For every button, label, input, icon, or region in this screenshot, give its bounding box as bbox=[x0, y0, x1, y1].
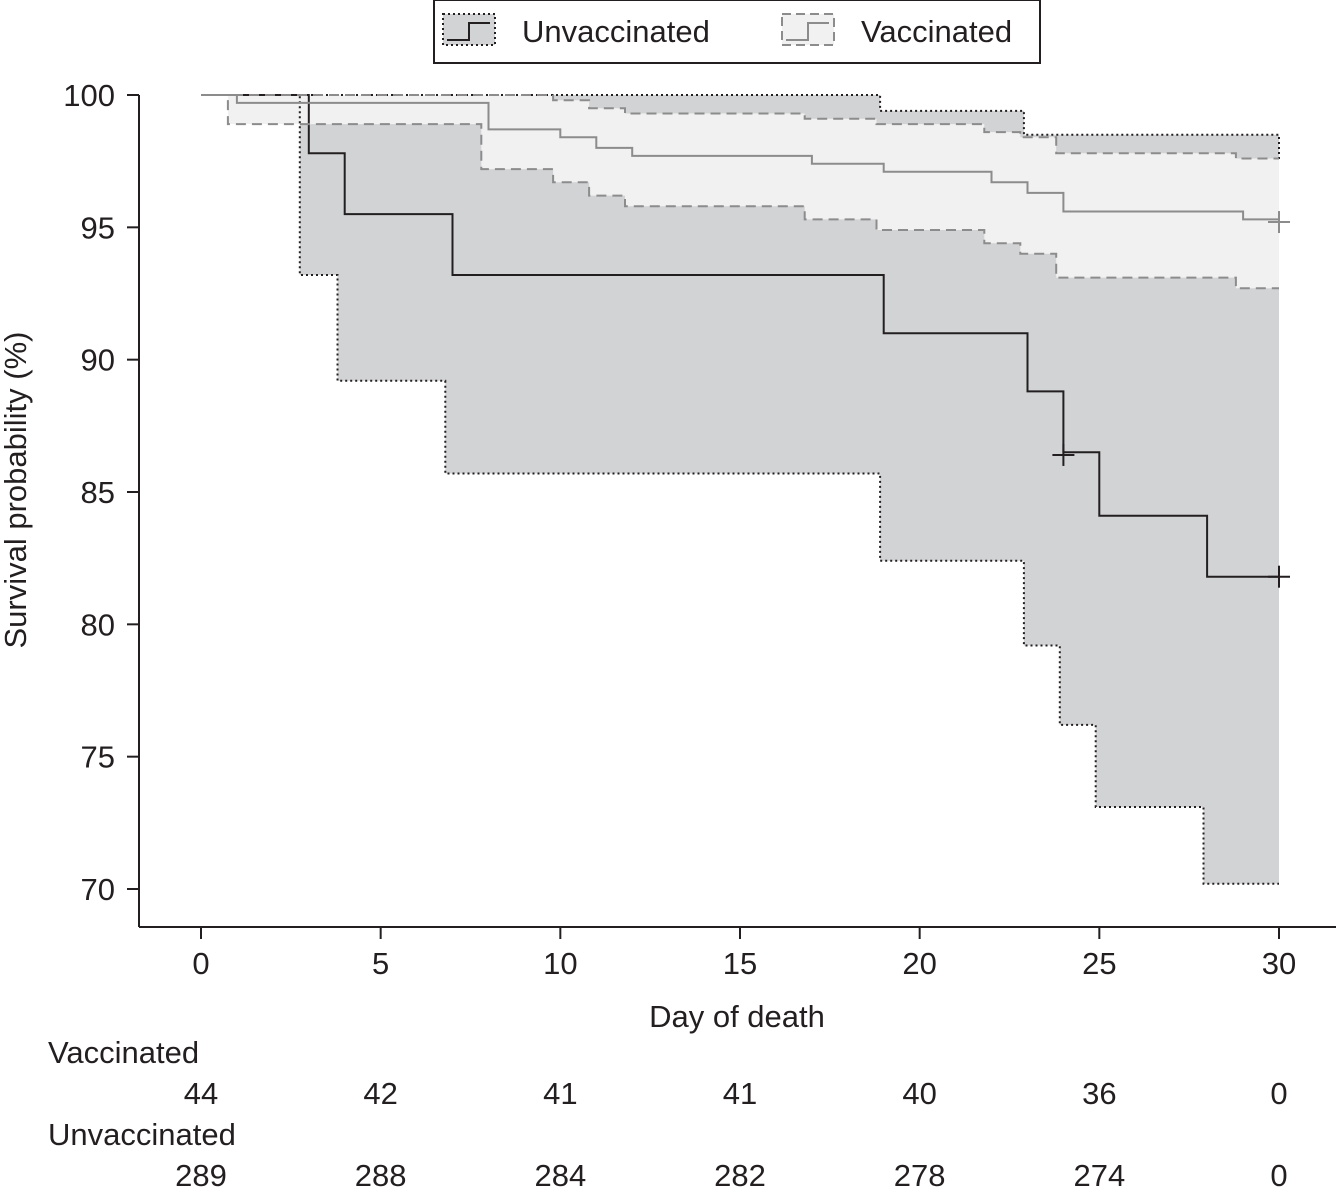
risk-count: 288 bbox=[354, 1158, 407, 1193]
y-tick-label: 70 bbox=[81, 872, 115, 907]
risk-count: 40 bbox=[902, 1076, 937, 1111]
y-tick-label: 75 bbox=[81, 740, 115, 775]
survival-curves bbox=[201, 94, 1290, 885]
risk-count: 282 bbox=[714, 1158, 766, 1193]
y-ticks: 70 75 80 85 90 95 100 bbox=[63, 78, 139, 907]
risk-group-label-unvaccinated: Unvaccinated bbox=[48, 1117, 236, 1152]
legend-label-vaccinated: Vaccinated bbox=[861, 14, 1012, 49]
x-tick-label: 5 bbox=[372, 946, 389, 981]
ci-band-unvaccinated bbox=[201, 95, 1279, 884]
x-tick-label: 0 bbox=[192, 946, 209, 981]
lower-ci-vaccinated bbox=[201, 94, 1279, 290]
legend-swatch-unvaccinated bbox=[442, 13, 496, 46]
survival-line-vaccinated bbox=[201, 94, 1279, 221]
legend-frame bbox=[433, 0, 1041, 64]
risk-count: 42 bbox=[363, 1076, 398, 1111]
y-tick-label: 85 bbox=[81, 475, 115, 510]
km-survival-chart: 70 75 80 85 90 95 100 0 5 10 15 20 25 30 Day of deat… bbox=[0, 0, 1336, 1034]
x-ticks: 0 5 10 15 20 25 30 bbox=[192, 927, 1296, 981]
survival-line-unvaccinated bbox=[201, 94, 1279, 578]
risk-count: 0 bbox=[1270, 1158, 1288, 1193]
risk-count: 36 bbox=[1082, 1076, 1117, 1111]
y-tick-label: 80 bbox=[81, 607, 115, 642]
legend-label-unvaccinated: Unvaccinated bbox=[522, 14, 710, 49]
y-tick-label: 100 bbox=[63, 78, 115, 113]
risk-count: 41 bbox=[722, 1076, 758, 1111]
axes bbox=[138, 95, 1336, 928]
risk-count: 278 bbox=[893, 1158, 946, 1193]
x-tick-label: 25 bbox=[1082, 946, 1116, 981]
lower-ci-unvaccinated bbox=[201, 94, 1279, 885]
risk-count: 44 bbox=[183, 1076, 219, 1111]
x-tick-label: 30 bbox=[1262, 946, 1296, 981]
censor-mark-vaccinated bbox=[1268, 211, 1290, 234]
risk-count: 0 bbox=[1270, 1076, 1288, 1111]
censor-mark-unvaccinated bbox=[1268, 565, 1290, 588]
x-tick-label: 20 bbox=[902, 946, 936, 981]
censor-mark-unvaccinated bbox=[1052, 443, 1075, 466]
risk-count: 284 bbox=[534, 1158, 587, 1193]
x-tick-label: 10 bbox=[543, 946, 577, 981]
legend: Unvaccinated Vaccinated bbox=[433, 0, 1041, 64]
risk-count: 274 bbox=[1073, 1158, 1126, 1193]
risk-count: 289 bbox=[175, 1158, 227, 1193]
confidence-bands bbox=[201, 95, 1279, 884]
legend-swatch-vaccinated bbox=[781, 13, 835, 46]
risk-count: 41 bbox=[543, 1076, 578, 1111]
y-axis-title: Survival probability (%) bbox=[0, 332, 33, 649]
y-tick-label: 95 bbox=[81, 210, 115, 245]
y-tick-label: 90 bbox=[81, 343, 115, 378]
ci-band-vaccinated bbox=[201, 95, 1279, 289]
x-tick-label: 15 bbox=[723, 946, 757, 981]
risk-group-label-vaccinated: Vaccinated bbox=[48, 1035, 200, 1070]
x-axis-title: Day of death bbox=[649, 999, 825, 1034]
